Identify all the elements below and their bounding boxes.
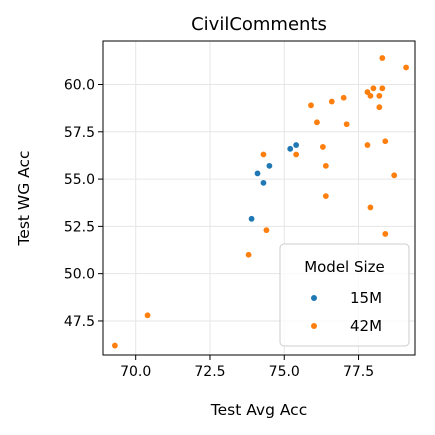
point-15m [293,142,300,148]
point-42m [308,102,314,109]
y-tick-label: 55.0 [64,172,95,188]
y-tick-label: 60.0 [64,78,95,94]
x-tick-label: 70.0 [120,364,151,380]
x-axis-label: Test Avg Acc [210,401,307,419]
point-42m [319,144,326,150]
legend: Model Size 15M 42M [279,243,410,347]
legend-marker-42m [311,323,317,329]
point-42m [370,85,377,92]
point-42m [314,119,320,126]
point-15m [260,179,267,186]
y-axis-label: Test WG Acc [15,150,33,246]
point-42m [376,104,383,111]
point-42m [379,85,386,92]
legend-items: 15M 42M [311,289,382,335]
point-42m [367,204,374,211]
point-42m [111,342,118,349]
point-42m [364,142,371,148]
point-42m [376,92,383,99]
point-15m [287,145,294,152]
chart-title: CivilComments [191,14,327,35]
point-42m [379,55,386,61]
y-tick-label: 47.5 [64,314,95,330]
y-tick-label: 57.5 [64,125,95,141]
point-42m [322,162,329,169]
point-42m [391,172,398,179]
point-15m [254,170,261,177]
y-tick-label: 52.5 [64,219,95,235]
point-42m [382,138,389,145]
point-42m [343,121,350,128]
point-42m [245,251,252,258]
point-42m [293,151,300,158]
legend-box [279,243,410,347]
point-42m [263,227,270,234]
point-42m [144,312,151,319]
axis-ticks: 70.0 72.5 75.0 77.5 47.5 50.0 52.5 55.0 57.5 60.0 [64,78,374,380]
x-tick-label: 75.0 [269,364,300,380]
point-15m [266,162,273,169]
point-42m [328,98,335,105]
x-tick-label: 77.5 [343,364,374,380]
grid-lines [103,41,415,355]
point-42m [367,92,374,99]
point-42m [322,193,329,200]
point-42m [260,151,267,158]
point-42m [403,64,409,71]
legend-title: Model Size [304,258,385,276]
point-42m [340,94,347,101]
data-points [111,55,409,349]
legend-marker-15m [311,295,317,301]
x-tick-label: 72.5 [194,364,225,380]
legend-label-15m: 15M [350,289,382,307]
point-42m [382,231,389,237]
plot-area-frame [102,40,416,356]
point-15m [248,215,255,222]
y-tick-label: 50.0 [64,267,95,283]
legend-label-42m: 42M [350,317,382,335]
